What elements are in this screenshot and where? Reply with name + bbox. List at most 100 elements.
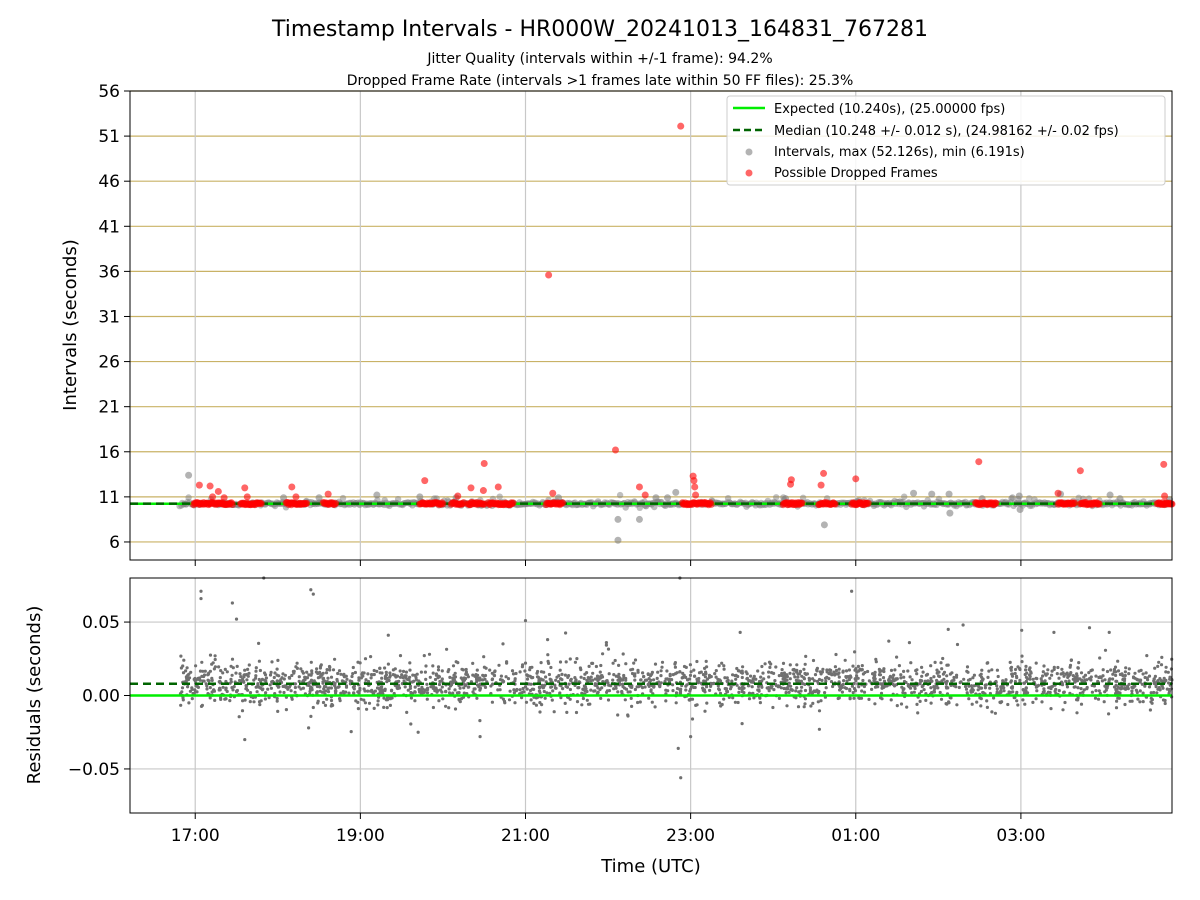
residual-point <box>501 680 505 684</box>
residual-point <box>424 677 428 682</box>
residual-point <box>1009 679 1014 683</box>
dropped-frame-point <box>1071 499 1079 507</box>
residual-point <box>930 691 934 695</box>
dropped-frame-point <box>707 500 715 508</box>
residual-point <box>1107 712 1111 716</box>
residual-point <box>1062 690 1066 694</box>
residual-point <box>952 675 956 680</box>
residual-point <box>774 665 778 669</box>
residual-point <box>929 676 933 681</box>
residual-point <box>561 687 565 691</box>
interval-point <box>799 494 807 501</box>
residual-point <box>360 672 364 677</box>
residual-point <box>863 670 867 675</box>
residual-point <box>518 670 522 674</box>
residual-point <box>376 699 380 703</box>
residual-point <box>184 676 189 680</box>
residual-point <box>701 673 706 677</box>
residual-point <box>616 713 620 717</box>
residual-point <box>659 674 663 678</box>
residual-point <box>1004 678 1008 682</box>
residual-point <box>1138 689 1142 693</box>
residual-point <box>780 671 784 676</box>
residual-point <box>1073 685 1077 689</box>
residual-point <box>195 690 199 694</box>
residual-point <box>421 687 425 692</box>
residual-point <box>633 672 637 676</box>
residual-point <box>1133 671 1137 675</box>
dropped-frame-point <box>220 494 228 502</box>
residual-point <box>780 668 784 672</box>
residual-point <box>554 678 558 682</box>
residual-point <box>382 705 386 710</box>
residual-point <box>295 666 299 671</box>
interval-point <box>1026 495 1033 502</box>
residual-point <box>684 665 688 670</box>
residual-point <box>976 688 980 692</box>
residual-point <box>317 685 322 689</box>
residual-point <box>606 698 611 702</box>
residual-point <box>378 690 382 694</box>
residual-point <box>1068 665 1072 669</box>
residual-point <box>892 673 896 677</box>
residual-point <box>848 674 853 678</box>
residual-point <box>520 665 525 669</box>
top-y-tick-label: 21 <box>98 398 120 418</box>
residual-point <box>979 679 983 684</box>
residual-point <box>660 665 664 669</box>
residual-point <box>272 675 276 680</box>
dropped-frame-point <box>1160 460 1168 468</box>
residual-point <box>970 702 974 706</box>
residual-point <box>1080 678 1084 682</box>
residual-point <box>408 668 412 672</box>
residual-point <box>736 674 740 679</box>
residual-point <box>414 678 418 682</box>
residual-outlier-point <box>199 596 203 601</box>
residual-point <box>722 697 726 701</box>
residual-point <box>801 682 805 686</box>
residual-point <box>337 669 342 673</box>
residual-point <box>425 691 430 695</box>
residual-point <box>860 689 864 693</box>
residual-point <box>1100 679 1104 683</box>
residual-point <box>629 696 633 701</box>
residual-point <box>695 659 699 664</box>
residual-point <box>213 657 217 662</box>
residual-point <box>351 672 355 676</box>
residual-point <box>408 675 412 679</box>
residual-point <box>384 673 388 677</box>
residual-point <box>725 676 729 680</box>
residual-point <box>1023 702 1027 706</box>
residual-point <box>930 679 934 683</box>
residual-point <box>1040 700 1044 704</box>
residual-point <box>1024 675 1028 679</box>
residual-point <box>447 706 451 710</box>
residual-point <box>769 662 773 666</box>
residual-point <box>372 668 376 673</box>
residual-point <box>1090 690 1094 694</box>
residual-point <box>1081 690 1085 694</box>
residual-point <box>203 669 207 673</box>
residual-point <box>1082 675 1086 679</box>
residual-point <box>620 678 624 682</box>
dropped-frame-point <box>421 477 429 485</box>
residual-point <box>208 653 213 657</box>
residual-point <box>649 678 653 683</box>
residual-point <box>664 688 668 692</box>
residual-point <box>756 684 761 689</box>
residual-point <box>626 714 630 718</box>
residual-point <box>287 675 291 680</box>
residual-point <box>342 672 346 676</box>
legend-intervals-marker <box>745 148 753 156</box>
residual-point <box>688 673 693 678</box>
residual-point <box>383 666 387 670</box>
residual-point <box>1164 670 1168 674</box>
residual-point <box>993 711 998 715</box>
residual-point <box>945 686 949 690</box>
residual-point <box>914 669 918 673</box>
residual-point <box>475 696 479 700</box>
residual-point <box>224 686 228 690</box>
residual-point <box>895 704 899 708</box>
residual-point <box>352 691 356 695</box>
interval-outlier-point <box>555 494 563 502</box>
